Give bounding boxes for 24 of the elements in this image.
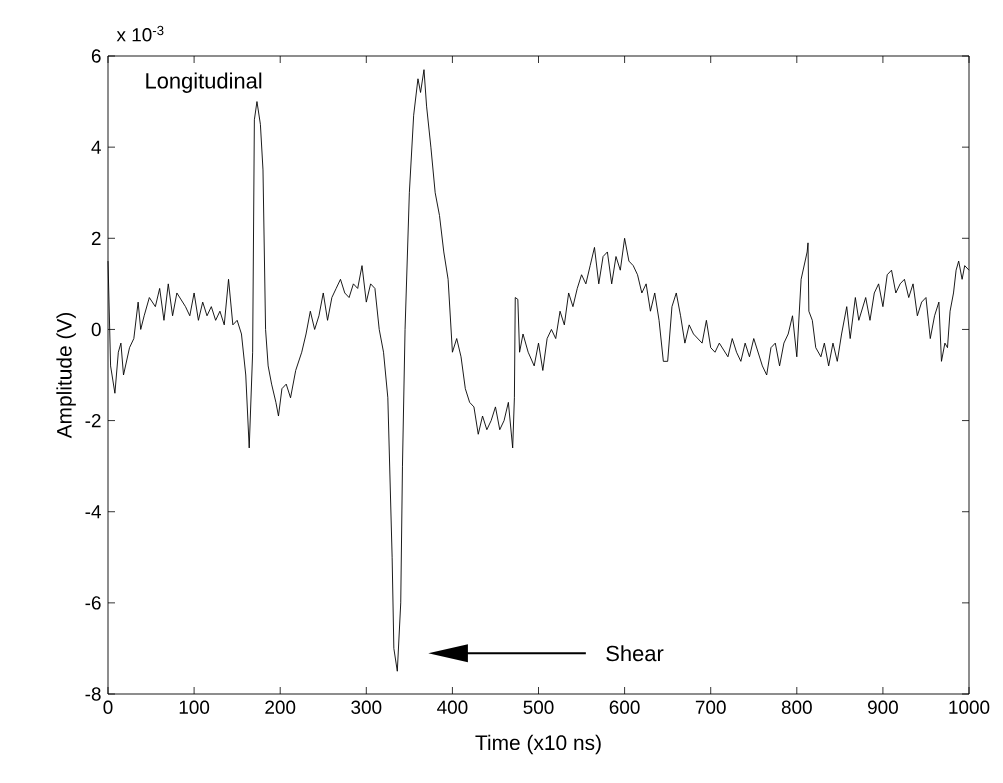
y-tick-label: -6 xyxy=(85,596,101,610)
x-tick-label: 1000 xyxy=(949,700,990,714)
x-tick-label: 600 xyxy=(609,700,640,714)
x-axis-title: Time (x10 ns) xyxy=(475,734,601,755)
x-tick-label: 800 xyxy=(781,700,812,714)
y-tick-label: 0 xyxy=(91,322,101,337)
y-tick-label: -8 xyxy=(85,687,101,701)
x-tick-label: 0 xyxy=(103,700,113,714)
y-tick-label: -4 xyxy=(85,505,101,519)
x-tick-label: 300 xyxy=(351,700,382,714)
y-tick-label: -2 xyxy=(85,413,101,428)
y-tick-label: 4 xyxy=(91,140,101,154)
y-tick-label: 2 xyxy=(91,231,101,245)
y-axis-title: Amplitude (V) xyxy=(56,312,76,439)
x-tick-label: 500 xyxy=(523,700,554,714)
x-tick-label: 100 xyxy=(179,700,210,714)
x-tick-label: 200 xyxy=(265,700,296,714)
annotation: Longitudinal xyxy=(146,72,262,93)
text: x 10$^{-3}$ xyxy=(116,25,164,42)
x-tick-label: 700 xyxy=(695,700,726,714)
x-tick-label: 400 xyxy=(437,700,468,714)
x-tick-label: 900 xyxy=(868,700,898,714)
annotation: Shear xyxy=(606,645,664,662)
y-tick-label: 6 xyxy=(91,49,101,63)
